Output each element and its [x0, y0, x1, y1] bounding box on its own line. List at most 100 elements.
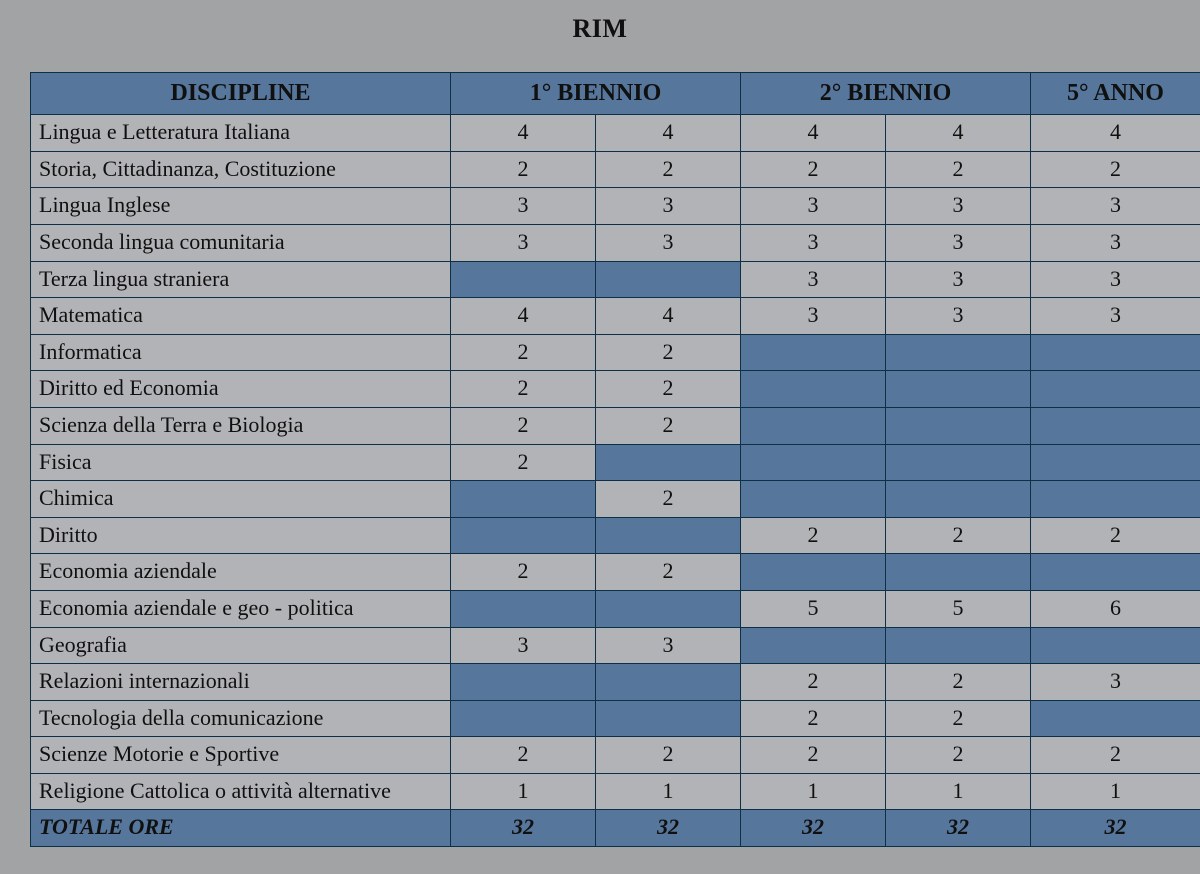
hours-cell: 4: [1031, 115, 1200, 152]
total-row: TOTALE ORE3232323232: [31, 810, 1200, 847]
hours-cell: 2: [886, 737, 1031, 774]
col-discipline: DISCIPLINE: [31, 73, 451, 115]
empty-cell: [451, 481, 596, 518]
table-row: Lingua e Letteratura Italiana44444: [31, 115, 1200, 152]
table-row: Storia, Cittadinanza, Costituzione22222: [31, 151, 1200, 188]
hours-cell: 2: [741, 151, 886, 188]
hours-cell: 3: [1031, 188, 1200, 225]
empty-cell: [741, 371, 886, 408]
discipline-name: Diritto ed Economia: [31, 371, 451, 408]
hours-cell: 2: [741, 664, 886, 701]
table-row: Diritto ed Economia22: [31, 371, 1200, 408]
hours-cell: 2: [741, 517, 886, 554]
curriculum-table: DISCIPLINE 1° BIENNIO 2° BIENNIO 5° ANNO…: [30, 72, 1200, 847]
hours-cell: 3: [1031, 664, 1200, 701]
hours-cell: 3: [1031, 298, 1200, 335]
hours-cell: 5: [741, 590, 886, 627]
discipline-name: TOTALE ORE: [31, 810, 451, 847]
hours-cell: 3: [596, 627, 741, 664]
hours-cell: 2: [886, 517, 1031, 554]
hours-cell: 1: [741, 773, 886, 810]
hours-cell: 32: [596, 810, 741, 847]
discipline-name: Scienza della Terra e Biologia: [31, 407, 451, 444]
empty-cell: [1031, 627, 1200, 664]
discipline-name: Religione Cattolica o attività alternati…: [31, 773, 451, 810]
hours-cell: 2: [1031, 737, 1200, 774]
hours-cell: 4: [741, 115, 886, 152]
hours-cell: 3: [596, 224, 741, 261]
col-biennio2: 2° BIENNIO: [741, 73, 1031, 115]
hours-cell: 2: [596, 481, 741, 518]
discipline-name: Geografia: [31, 627, 451, 664]
table-body: Lingua e Letteratura Italiana44444Storia…: [31, 115, 1200, 847]
discipline-name: Relazioni internazionali: [31, 664, 451, 701]
empty-cell: [741, 444, 886, 481]
empty-cell: [451, 517, 596, 554]
discipline-name: Terza lingua straniera: [31, 261, 451, 298]
page-title: RIM: [30, 14, 1170, 44]
hours-cell: 2: [451, 407, 596, 444]
hours-cell: 1: [1031, 773, 1200, 810]
hours-cell: 2: [596, 151, 741, 188]
hours-cell: 32: [1031, 810, 1200, 847]
hours-cell: 32: [451, 810, 596, 847]
hours-cell: 2: [1031, 151, 1200, 188]
empty-cell: [886, 481, 1031, 518]
table-row: Diritto222: [31, 517, 1200, 554]
hours-cell: 2: [451, 554, 596, 591]
hours-cell: 2: [451, 334, 596, 371]
hours-cell: 4: [451, 298, 596, 335]
hours-cell: 3: [741, 188, 886, 225]
hours-cell: 2: [596, 334, 741, 371]
empty-cell: [451, 700, 596, 737]
empty-cell: [1031, 334, 1200, 371]
table-head: DISCIPLINE 1° BIENNIO 2° BIENNIO 5° ANNO: [31, 73, 1200, 115]
hours-cell: 2: [741, 700, 886, 737]
hours-cell: 3: [741, 261, 886, 298]
empty-cell: [741, 627, 886, 664]
table-row: Informatica22: [31, 334, 1200, 371]
empty-cell: [596, 664, 741, 701]
hours-cell: 2: [1031, 517, 1200, 554]
table-row: Religione Cattolica o attività alternati…: [31, 773, 1200, 810]
empty-cell: [596, 517, 741, 554]
empty-cell: [596, 444, 741, 481]
hours-cell: 5: [886, 590, 1031, 627]
table-row: Lingua Inglese33333: [31, 188, 1200, 225]
table-row: Relazioni internazionali223: [31, 664, 1200, 701]
hours-cell: 1: [886, 773, 1031, 810]
hours-cell: 3: [886, 298, 1031, 335]
table-row: Terza lingua straniera333: [31, 261, 1200, 298]
hours-cell: 2: [451, 151, 596, 188]
discipline-name: Lingua e Letteratura Italiana: [31, 115, 451, 152]
hours-cell: 1: [451, 773, 596, 810]
empty-cell: [596, 261, 741, 298]
empty-cell: [451, 664, 596, 701]
hours-cell: 2: [886, 700, 1031, 737]
page: RIM DISCIPLINE 1° BIENNIO 2° BIENNIO 5° …: [0, 0, 1200, 874]
table-row: Economia aziendale e geo - politica556: [31, 590, 1200, 627]
hours-cell: 2: [451, 371, 596, 408]
hours-cell: 2: [596, 737, 741, 774]
discipline-name: Matematica: [31, 298, 451, 335]
empty-cell: [886, 444, 1031, 481]
col-anno5: 5° ANNO: [1031, 73, 1200, 115]
hours-cell: 2: [741, 737, 886, 774]
empty-cell: [1031, 407, 1200, 444]
hours-cell: 3: [1031, 224, 1200, 261]
empty-cell: [886, 334, 1031, 371]
hours-cell: 4: [596, 115, 741, 152]
hours-cell: 3: [741, 298, 886, 335]
empty-cell: [596, 700, 741, 737]
empty-cell: [1031, 700, 1200, 737]
discipline-name: Storia, Cittadinanza, Costituzione: [31, 151, 451, 188]
hours-cell: 2: [451, 737, 596, 774]
hours-cell: 2: [451, 444, 596, 481]
col-biennio1: 1° BIENNIO: [451, 73, 741, 115]
empty-cell: [451, 261, 596, 298]
hours-cell: 2: [886, 151, 1031, 188]
hours-cell: 2: [886, 664, 1031, 701]
discipline-name: Tecnologia della comunicazione: [31, 700, 451, 737]
table-row: Seconda lingua comunitaria33333: [31, 224, 1200, 261]
hours-cell: 3: [886, 261, 1031, 298]
